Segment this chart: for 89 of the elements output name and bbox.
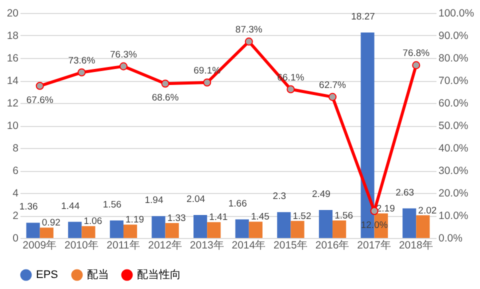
point <box>412 61 420 70</box>
data-label: 2.04 <box>186 194 206 206</box>
bar <box>248 222 262 238</box>
y2-tick-label: 90.0% <box>438 30 468 42</box>
point <box>78 68 86 76</box>
y2-tick-label: 70.0% <box>438 75 468 87</box>
y2-tick-label: 100.0% <box>438 8 474 20</box>
y2-tick-label: 0.0% <box>438 232 462 244</box>
y-tick-label: 4 <box>12 188 19 200</box>
data-label: 1.56 <box>334 210 354 222</box>
bar <box>123 224 138 238</box>
bar <box>277 212 291 238</box>
y-tick-label: 0 <box>12 232 19 244</box>
y2-tick-label: 10.0% <box>438 210 468 222</box>
bar <box>165 223 179 238</box>
data-label: 2.19 <box>376 203 395 214</box>
y-tick-label: 16 <box>6 52 19 64</box>
point <box>203 78 212 87</box>
data-label: 68.6% <box>152 92 180 104</box>
bar <box>40 228 54 238</box>
bar <box>82 226 96 238</box>
data-label: 1.44 <box>61 200 80 212</box>
data-label: 1.45 <box>250 212 270 223</box>
bar <box>152 216 166 238</box>
point <box>119 62 128 70</box>
y2-tick-label: 50.0% <box>438 120 468 132</box>
data-label: 1.19 <box>126 214 144 226</box>
x-tick-label: 2018年 <box>398 240 434 252</box>
x-tick-label: 2015年 <box>274 240 308 252</box>
data-label: 76.3% <box>110 49 138 60</box>
bar <box>68 222 82 238</box>
x-tick-label: 2016年 <box>315 240 350 252</box>
x-tick-label: 2012年 <box>148 240 182 252</box>
data-label: 1.66 <box>228 198 247 210</box>
x-tick-label: 2013年 <box>190 240 224 252</box>
x-tick-label: 2017年 <box>357 240 392 252</box>
bar <box>26 222 40 238</box>
bar <box>318 210 333 238</box>
bar <box>207 222 221 238</box>
data-label: 67.6% <box>26 94 54 106</box>
x-tick-label: 2010年 <box>64 240 99 252</box>
data-label: 73.6% <box>68 55 96 66</box>
bar <box>332 220 346 238</box>
point <box>286 85 295 94</box>
data-label: 1.94 <box>144 195 164 206</box>
data-label: 2.63 <box>396 187 414 198</box>
legend-label: 配当性向 <box>137 269 181 281</box>
data-label: 2.49 <box>312 188 330 200</box>
data-label: 76.8% <box>402 48 430 60</box>
data-label: 1.36 <box>19 202 38 213</box>
x-tick-label: 2009年 <box>22 240 58 252</box>
data-label: 1.33 <box>167 213 186 224</box>
data-label: 1.56 <box>102 199 122 210</box>
data-label: 1.41 <box>209 212 228 224</box>
x-tick-label: 2014年 <box>232 240 266 252</box>
y2-tick-label: 20.0% <box>438 188 468 200</box>
point <box>328 92 337 101</box>
point <box>36 82 44 90</box>
data-label: 2.3 <box>272 191 286 202</box>
point <box>244 38 253 46</box>
data-label: 1.06 <box>84 216 102 228</box>
data-label: 1.52 <box>292 210 312 222</box>
legend-label: EPS <box>36 269 58 281</box>
bar <box>402 208 416 238</box>
x-tick-label: 2011年 <box>106 240 140 252</box>
data-label: 0.92 <box>42 218 60 229</box>
y-tick-label: 2 <box>12 210 19 222</box>
y-tick-label: 14 <box>6 75 19 87</box>
legend-label: 配当 <box>87 269 109 281</box>
data-label: 18.27 <box>351 11 375 22</box>
bar <box>235 219 249 238</box>
y-tick-label: 6 <box>12 165 19 177</box>
y2-tick-label: 80.0% <box>438 52 468 64</box>
bar <box>290 220 304 238</box>
y-tick-label: 12 <box>6 98 19 110</box>
y-tick-label: 8 <box>12 142 19 154</box>
y-tick-label: 18 <box>6 30 19 42</box>
bar <box>416 215 430 238</box>
data-label: 2.02 <box>418 205 437 216</box>
data-label: 62.7% <box>319 80 347 91</box>
y2-tick-label: 30.0% <box>438 165 468 177</box>
data-label: 87.3% <box>235 24 263 36</box>
y2-tick-label: 60.0% <box>438 98 468 110</box>
y-tick-label: 20 <box>6 8 19 20</box>
point <box>161 80 170 88</box>
bar <box>194 215 208 238</box>
y-tick-label: 10 <box>6 120 19 132</box>
bar <box>110 220 124 238</box>
y2-tick-label: 40.0% <box>438 142 468 154</box>
